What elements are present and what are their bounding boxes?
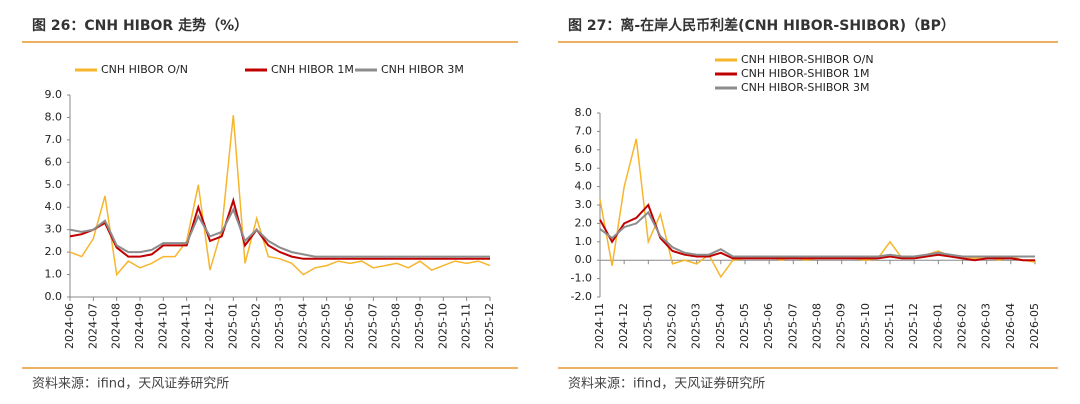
x-tick-label: 2025-06 <box>343 303 356 349</box>
x-tick-label: 2025-01 <box>641 303 654 349</box>
legend-label: CNH HIBOR 3M <box>381 63 464 76</box>
source-note: 资料来源：ifind，天风证券研究所 <box>568 376 765 392</box>
x-tick-label: 2025-07 <box>786 303 799 349</box>
x-tick-label: 2025-09 <box>413 303 426 349</box>
x-tick-label: 2025-10 <box>436 303 449 349</box>
y-tick-label: 8.0 <box>575 106 593 119</box>
source-note: 资料来源：ifind，天风证券研究所 <box>32 376 229 392</box>
x-tick-label: 2024-11 <box>593 303 606 349</box>
x-tick-label: 2025-02 <box>250 303 263 349</box>
x-tick-label: 2026-02 <box>956 303 969 349</box>
y-tick-label: 5.0 <box>45 178 63 191</box>
x-tick-label: 2024-11 <box>180 303 193 349</box>
legend-label: CNH HIBOR O/N <box>101 63 188 76</box>
legend-label: CNH HIBOR-SHIBOR 1M <box>741 67 870 80</box>
legend-label: CNH HIBOR-SHIBOR 3M <box>741 81 870 94</box>
y-tick-label: 2.0 <box>45 245 63 258</box>
series-line <box>599 210 1035 258</box>
x-tick-label: 2025-11 <box>883 303 896 349</box>
x-tick-label: 2024-12 <box>203 303 216 349</box>
x-tick-label: 2024-10 <box>156 303 169 349</box>
x-tick-label: 2025-12 <box>907 303 920 349</box>
x-tick-label: 2026-03 <box>980 303 993 349</box>
y-tick-label: 6.0 <box>575 143 593 156</box>
x-tick-label: 2025-07 <box>366 303 379 349</box>
y-tick-label: -2.0 <box>571 290 592 303</box>
y-tick-label: 3.0 <box>45 223 63 236</box>
x-tick-label: 2025-11 <box>460 303 473 349</box>
y-tick-label: 0.0 <box>575 253 593 266</box>
y-tick-label: 4.0 <box>45 200 63 213</box>
x-tick-label: 2025-01 <box>226 303 239 349</box>
x-tick-label: 2025-12 <box>483 303 496 349</box>
chart-title: 图 27：离-在岸人民币利差(CNH HIBOR-SHIBOR)（BP） <box>568 17 955 34</box>
x-tick-label: 2025-03 <box>690 303 703 349</box>
x-tick-label: 2025-09 <box>835 303 848 349</box>
series-line <box>69 196 490 260</box>
x-tick-label: 2024-08 <box>110 303 123 349</box>
x-tick-label: 2026-04 <box>1004 303 1017 349</box>
x-tick-label: 2024-07 <box>86 303 99 349</box>
y-tick-label: 4.0 <box>575 180 593 193</box>
y-tick-label: -1.0 <box>571 272 592 285</box>
y-tick-label: 8.0 <box>45 110 63 123</box>
x-tick-label: 2024-09 <box>133 303 146 349</box>
x-tick-label: 2024-12 <box>617 303 630 349</box>
x-tick-label: 2025-04 <box>296 303 309 349</box>
y-tick-label: 1.0 <box>575 235 593 248</box>
y-tick-label: 0.0 <box>45 290 63 303</box>
y-tick-label: 9.0 <box>45 88 63 101</box>
x-tick-label: 2025-10 <box>859 303 872 349</box>
y-tick-label: 7.0 <box>575 124 593 137</box>
series-line <box>69 207 490 258</box>
y-tick-label: 6.0 <box>45 155 63 168</box>
x-tick-label: 2025-05 <box>738 303 751 349</box>
y-tick-label: 2.0 <box>575 216 593 229</box>
x-tick-label: 2026-05 <box>1028 303 1041 349</box>
x-tick-label: 2025-08 <box>390 303 403 349</box>
x-tick-label: 2025-03 <box>273 303 286 349</box>
series-line <box>69 115 491 277</box>
x-tick-label: 2025-06 <box>762 303 775 349</box>
y-tick-label: 7.0 <box>45 133 63 146</box>
x-tick-label: 2025-02 <box>666 303 679 349</box>
y-tick-label: 5.0 <box>575 161 593 174</box>
series-line <box>599 203 1035 262</box>
x-tick-label: 2025-08 <box>811 303 824 349</box>
x-tick-label: 2024-06 <box>63 303 76 349</box>
legend-label: CNH HIBOR 1M <box>271 63 354 76</box>
legend-label: CNH HIBOR-SHIBOR O/N <box>741 53 874 66</box>
x-tick-label: 2026-01 <box>931 303 944 349</box>
y-tick-label: 1.0 <box>45 268 63 281</box>
x-tick-label: 2025-04 <box>714 303 727 349</box>
x-tick-label: 2025-05 <box>320 303 333 349</box>
y-tick-label: 3.0 <box>575 198 593 211</box>
chart-title: 图 26：CNH HIBOR 走势（%） <box>32 17 248 34</box>
